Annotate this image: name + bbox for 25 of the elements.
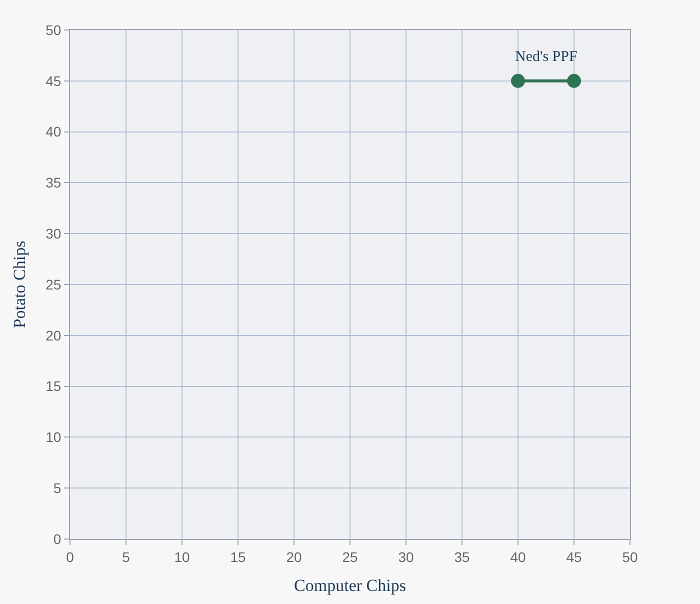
y-tick-label: 10 [46,429,62,446]
y-tick-label: 45 [46,72,62,89]
x-tick-label: 20 [286,548,302,565]
x-tick-label: 35 [454,548,470,565]
series-label: Ned's PPF [515,49,578,65]
x-tick-label: 5 [122,548,130,565]
y-axis-title: Potato Chips [10,240,30,328]
x-tick-label: 40 [510,548,526,565]
y-tick-label: 50 [46,22,62,38]
y-tick-label: 25 [46,276,62,292]
y-tick-label: 35 [46,174,62,191]
y-tick-label: 15 [46,378,62,394]
x-tick-label: 15 [230,548,246,565]
y-tick-label: 40 [46,124,62,140]
x-tick-label: 50 [622,548,638,565]
y-tick-label: 20 [46,327,62,344]
x-tick-label: 0 [66,548,74,565]
y-tick-label: 0 [53,530,62,547]
x-tick-label: 30 [398,548,414,565]
y-tick-label: 5 [53,480,62,496]
y-tick-label: 30 [46,226,62,242]
x-tick-label: 10 [174,548,190,565]
x-axis-title: Computer Chips [294,576,406,596]
x-tick-label: 45 [566,548,582,565]
x-tick-label: 25 [342,548,358,565]
